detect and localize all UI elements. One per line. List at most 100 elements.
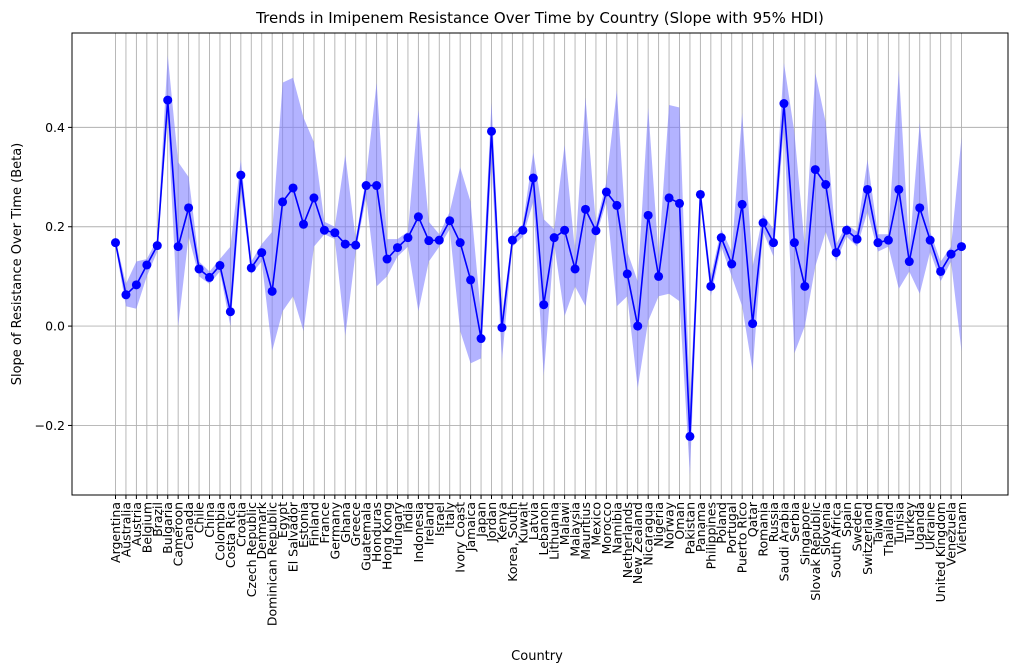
data-point	[528, 173, 538, 183]
x-tick-label: Portugal	[724, 502, 739, 554]
x-tick-label: Malawi	[557, 502, 572, 545]
x-tick-label: Honduras	[369, 502, 384, 562]
x-tick-label: Turkey	[902, 501, 917, 543]
data-point	[111, 238, 120, 248]
x-tick-label: Tunisia	[891, 502, 906, 546]
data-point	[267, 286, 277, 296]
data-point	[131, 280, 141, 290]
data-point	[894, 184, 904, 194]
x-tick-label: Malaysia	[568, 502, 583, 557]
data-point	[601, 187, 611, 197]
x-tick-label: Ireland	[421, 502, 436, 545]
x-tick-label: Norway	[662, 501, 677, 549]
x-tick-label: France	[317, 502, 332, 544]
data-point	[789, 238, 799, 248]
data-point	[163, 95, 173, 105]
data-point	[737, 199, 747, 209]
data-point	[507, 235, 517, 245]
x-tick-label: Netherlands	[620, 502, 635, 578]
x-tick-label: New Zealand	[630, 502, 645, 584]
x-tick-label: Slovak Republic	[808, 502, 823, 601]
data-point	[622, 269, 632, 279]
y-axis-label: Slope of Resistance Over Time (Beta)	[10, 143, 25, 386]
chart-title: Trends in Imipenem Resistance Over Time …	[255, 9, 824, 27]
data-point	[779, 99, 789, 109]
data-point	[591, 226, 601, 236]
data-point	[675, 198, 684, 208]
data-point	[549, 233, 559, 243]
x-tick-label: Poland	[714, 502, 729, 544]
data-point	[194, 264, 204, 274]
x-tick-label: Greece	[348, 502, 363, 547]
x-tick-label: El Salvador	[286, 501, 301, 572]
y-tick-label: 0.2	[45, 219, 65, 234]
data-point	[852, 234, 862, 244]
y-tick-label: 0.0	[45, 319, 65, 334]
data-point	[152, 241, 162, 251]
hdi-band	[115, 55, 962, 476]
data-points-layer	[111, 95, 966, 441]
y-tick-label: 0.4	[45, 120, 65, 135]
series-line	[114, 100, 962, 437]
data-point	[225, 307, 235, 317]
x-tick-label: Singapore	[797, 502, 812, 565]
x-tick-label: Ivory Coast	[453, 502, 468, 573]
x-tick-label: China	[202, 502, 217, 538]
x-tick-label: Italy	[442, 501, 457, 529]
x-tick-label: Panama	[693, 502, 708, 552]
data-point	[288, 183, 298, 193]
data-point	[413, 212, 423, 222]
data-point	[309, 193, 319, 203]
data-point	[299, 219, 308, 229]
x-tick-label: Pakistan	[682, 502, 697, 554]
x-tick-label: Egypt	[275, 502, 290, 538]
x-tick-label: Canada	[181, 502, 196, 550]
data-point	[727, 259, 737, 269]
data-point	[612, 200, 622, 210]
x-tick-label: Israel	[432, 502, 447, 536]
x-tick-label: Morocco	[599, 502, 614, 554]
x-tick-label: South Africa	[829, 502, 844, 578]
x-tick-label: Korea, South	[505, 502, 520, 582]
x-tick-label: Belgium	[139, 502, 154, 553]
data-point	[382, 254, 392, 264]
x-tick-label: Croatia	[233, 502, 248, 547]
x-tick-label: Nicaragua	[641, 502, 656, 566]
data-point	[351, 240, 361, 250]
x-tick-label: Latvia	[526, 502, 541, 540]
x-tick-label: Russia	[766, 502, 781, 542]
x-tick-label: Jamaica	[463, 502, 478, 552]
data-point	[925, 235, 935, 245]
x-tick-label: Chile	[192, 502, 207, 534]
data-point	[883, 235, 893, 245]
data-point	[246, 263, 256, 273]
x-tick-label: India	[400, 502, 415, 533]
x-tick-label: Hungary	[390, 501, 405, 555]
data-point	[121, 290, 131, 300]
data-point	[716, 233, 726, 243]
x-tick-label: Switzerland	[860, 502, 875, 575]
x-tick-label: Dominican Republic	[265, 502, 280, 626]
data-point	[748, 319, 758, 329]
x-tick-label: Philippines	[703, 502, 718, 569]
data-point	[278, 197, 288, 207]
x-tick-label: Brazil	[150, 502, 165, 537]
x-tick-label: Puerto Rico	[735, 502, 750, 573]
data-point	[769, 238, 778, 248]
x-tick-label: Hong Kong	[380, 502, 395, 570]
data-point	[372, 181, 382, 191]
x-tick-label: Taiwan	[870, 502, 885, 546]
data-point	[215, 260, 225, 270]
data-point	[340, 239, 350, 249]
x-tick-label: Nigeria	[651, 502, 666, 547]
x-tick-label: Namibia	[609, 502, 624, 554]
data-point	[393, 243, 402, 253]
data-point	[319, 225, 329, 235]
x-tick-label: Lebanon	[536, 502, 551, 556]
x-tick-label: Guatemala	[359, 502, 374, 571]
x-tick-label: Qatar	[745, 501, 760, 537]
x-tick-label: Mauritius	[578, 502, 593, 560]
data-point	[518, 225, 528, 235]
x-tick-label: Saudi Arabia	[776, 502, 791, 581]
x-tick-label: Bulgaria	[160, 502, 175, 554]
